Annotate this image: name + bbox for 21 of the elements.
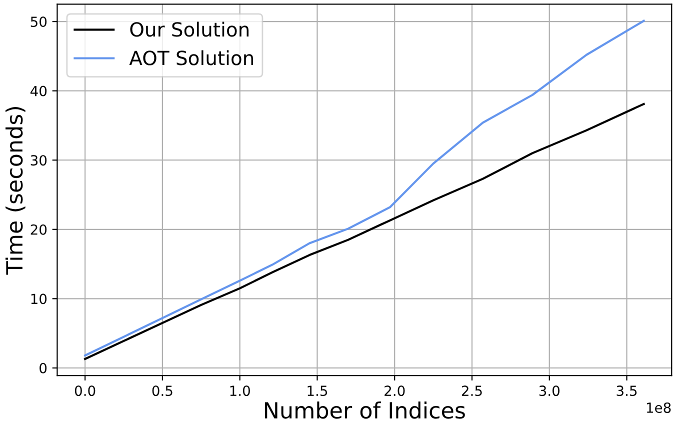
y-tick-label: 40 — [30, 86, 47, 96]
legend-label: AOT Solution — [129, 50, 254, 66]
y-tick-label: 10 — [31, 294, 47, 304]
x-axis-title: Number of Indices — [265, 402, 465, 419]
x-tick-label: 2.5 — [462, 386, 482, 396]
x-tick-label: 1.0 — [230, 386, 250, 396]
text: 1e8 — [646, 402, 671, 413]
x-tick-label: 3.0 — [539, 386, 560, 396]
x-tick-label: 0.0 — [74, 386, 96, 396]
y-axis-title: Time (seconds) — [6, 107, 26, 275]
y-tick-label: 30 — [30, 155, 47, 166]
y-tick-label: 50 — [30, 16, 47, 28]
line-series — [84, 102, 645, 360]
x-tick-label: 1.5 — [308, 386, 328, 396]
y-tick-label: 0 — [40, 362, 47, 374]
x-tick-label: 2.0 — [384, 386, 405, 396]
line-series — [84, 20, 645, 357]
legend-label: Our Solution — [130, 22, 249, 37]
x-tick-label: 0.5 — [152, 386, 172, 396]
x-tick-label: 3.5 — [616, 386, 637, 396]
y-tick-label: 20 — [30, 224, 47, 235]
